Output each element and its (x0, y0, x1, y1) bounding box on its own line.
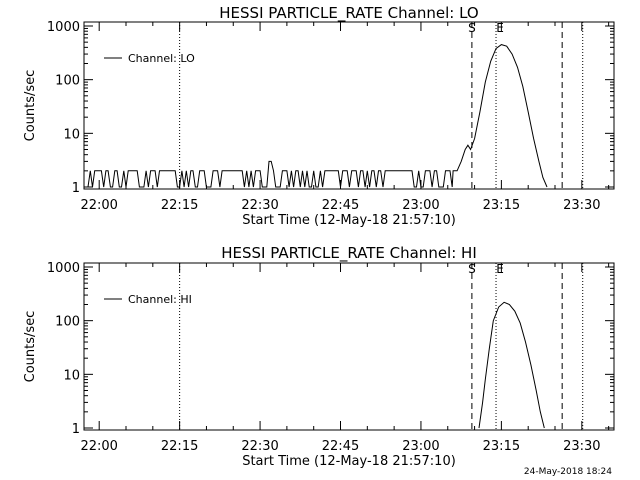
footer-timestamp: 24-May-2018 18:24 (524, 467, 612, 477)
y-tick-label: 1 (72, 422, 80, 437)
chart-title: HESSI PARTICLE_RATE Channel: HI (221, 244, 477, 263)
x-tick-label: 22:30 (241, 198, 278, 213)
x-tick-label: 23:15 (483, 198, 520, 213)
plot-frame (83, 21, 615, 190)
y-tick-label: 100 (55, 315, 80, 330)
x-tick-label: 23:00 (402, 439, 439, 454)
y-axis-label: Counts/sec (23, 311, 38, 383)
marker-label-s: S (468, 21, 476, 35)
y-tick-label: 10 (63, 127, 80, 142)
x-tick-label: 23:15 (483, 439, 520, 454)
hi-channel-panel: HESSI PARTICLE_RATE Channel: HI 1 10 100 100… (23, 244, 615, 469)
x-axis-label: Start Time (12-May-18 21:57:10) (242, 213, 456, 228)
legend-label: Channel: HI (128, 293, 192, 306)
series-line (478, 301, 545, 429)
lo-channel-panel: HESSI PARTICLE_RATE Channel: LO 1 10 100 100… (23, 4, 615, 228)
x-tick-label: 22:00 (80, 439, 117, 454)
y-tick-label: 10 (63, 368, 80, 383)
x-tick-label: 22:30 (241, 439, 278, 454)
y-tick-label: 1 (72, 181, 80, 196)
x-axis-label: Start Time (12-May-18 21:57:10) (242, 454, 456, 469)
x-tick-label: 22:45 (322, 198, 359, 213)
marker-label-s: S (468, 262, 476, 276)
y-tick-label: 1000 (47, 261, 80, 276)
y-tick-label: 1000 (47, 20, 80, 35)
x-tick-label: 22:00 (80, 198, 117, 213)
chart-title: HESSI PARTICLE_RATE Channel: LO (219, 4, 478, 23)
x-tick-label: 22:15 (161, 198, 198, 213)
marker-label-e: E (496, 262, 504, 276)
x-tick-label: 22:15 (161, 439, 198, 454)
y-axis-label: Counts/sec (23, 70, 38, 142)
x-tick-label: 23:00 (402, 198, 439, 213)
plot-frame (83, 262, 615, 431)
x-tick-label: 23:30 (563, 439, 600, 454)
x-tick-label: 22:45 (322, 439, 359, 454)
x-tick-label: 23:30 (563, 198, 600, 213)
marker-label-e: E (496, 21, 504, 35)
series-line (85, 44, 548, 188)
y-tick-label: 100 (55, 74, 80, 89)
legend-label: Channel: LO (128, 52, 195, 65)
